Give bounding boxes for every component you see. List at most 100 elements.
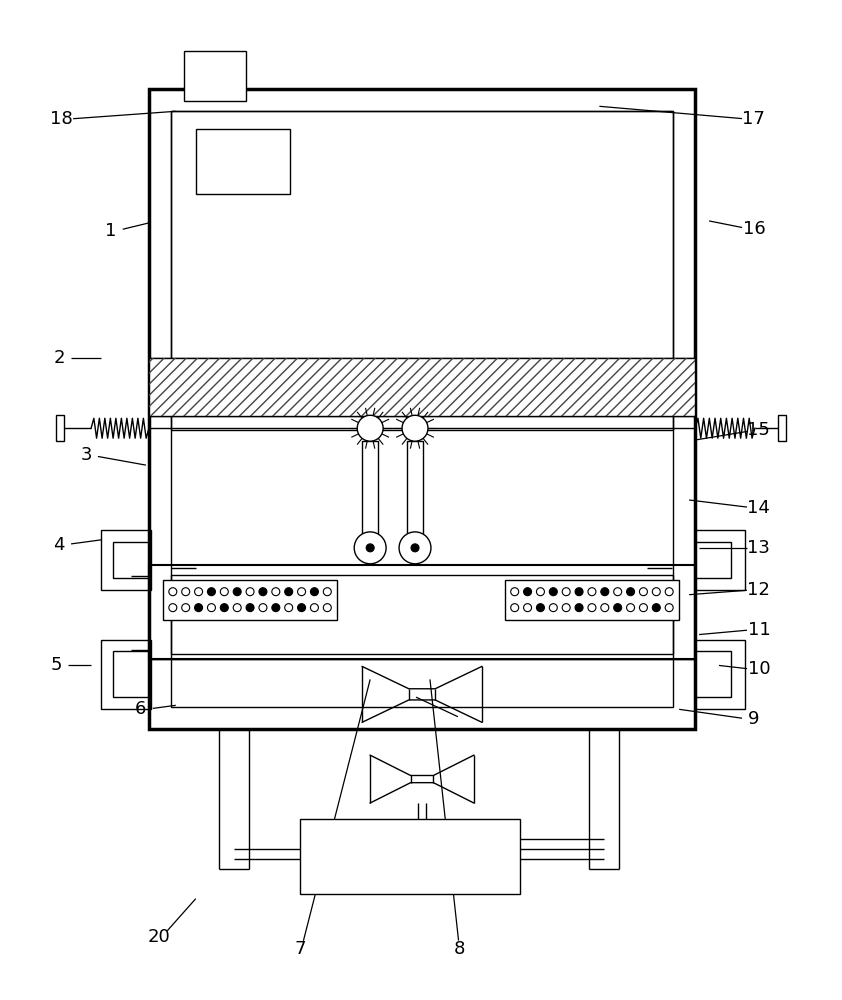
- Circle shape: [169, 588, 177, 596]
- Circle shape: [233, 588, 241, 596]
- Circle shape: [323, 588, 331, 596]
- Text: 3: 3: [80, 446, 92, 464]
- Text: 8: 8: [454, 940, 466, 958]
- Bar: [171, 111, 673, 430]
- Bar: [101, 640, 151, 709]
- Circle shape: [575, 604, 583, 612]
- Bar: [171, 111, 673, 707]
- Circle shape: [354, 532, 386, 564]
- Circle shape: [246, 588, 254, 596]
- Bar: [504, 580, 679, 620]
- Circle shape: [233, 604, 241, 612]
- Circle shape: [511, 588, 519, 596]
- Circle shape: [297, 604, 306, 612]
- Circle shape: [207, 588, 216, 596]
- Bar: [149, 659, 695, 729]
- Circle shape: [639, 588, 647, 596]
- Bar: [149, 358, 695, 416]
- Bar: [301, 819, 520, 894]
- Bar: [149, 89, 695, 729]
- Circle shape: [524, 604, 531, 612]
- Circle shape: [246, 604, 254, 612]
- Text: 16: 16: [743, 220, 765, 238]
- Text: 2: 2: [53, 349, 65, 367]
- Bar: [113, 542, 149, 578]
- Circle shape: [366, 544, 374, 552]
- Circle shape: [272, 604, 280, 612]
- Bar: [695, 651, 731, 697]
- Circle shape: [524, 588, 531, 596]
- Circle shape: [207, 604, 216, 612]
- Bar: [184, 51, 246, 101]
- Circle shape: [536, 588, 545, 596]
- Circle shape: [411, 544, 419, 552]
- Bar: [113, 651, 149, 697]
- Text: 10: 10: [748, 660, 770, 678]
- Circle shape: [182, 588, 189, 596]
- Text: 14: 14: [748, 499, 770, 517]
- Circle shape: [297, 588, 306, 596]
- Bar: [149, 358, 695, 416]
- Circle shape: [221, 604, 228, 612]
- Circle shape: [626, 588, 635, 596]
- Circle shape: [272, 588, 280, 596]
- Bar: [778, 415, 786, 441]
- Text: 20: 20: [147, 928, 170, 946]
- Bar: [407, 441, 423, 536]
- Text: 5: 5: [51, 656, 62, 674]
- Bar: [362, 441, 378, 536]
- Circle shape: [323, 604, 331, 612]
- Circle shape: [614, 588, 621, 596]
- Circle shape: [221, 588, 228, 596]
- Text: 4: 4: [53, 536, 65, 554]
- Circle shape: [653, 588, 660, 596]
- Bar: [56, 415, 64, 441]
- Circle shape: [182, 604, 189, 612]
- Circle shape: [285, 588, 293, 596]
- Bar: [171, 575, 673, 654]
- Bar: [101, 530, 151, 590]
- Bar: [695, 542, 731, 578]
- Circle shape: [626, 604, 635, 612]
- Circle shape: [665, 588, 673, 596]
- Text: 18: 18: [50, 110, 72, 128]
- Text: 13: 13: [748, 539, 770, 557]
- Circle shape: [399, 532, 431, 564]
- Circle shape: [169, 604, 177, 612]
- Circle shape: [549, 588, 557, 596]
- Bar: [695, 530, 745, 590]
- Bar: [163, 580, 338, 620]
- Circle shape: [588, 604, 596, 612]
- Circle shape: [285, 604, 293, 612]
- Bar: [695, 640, 745, 709]
- Circle shape: [311, 604, 318, 612]
- Circle shape: [195, 604, 203, 612]
- Text: 15: 15: [748, 421, 770, 439]
- Circle shape: [562, 604, 570, 612]
- Circle shape: [311, 588, 318, 596]
- Text: 9: 9: [749, 710, 759, 728]
- Text: 11: 11: [748, 621, 770, 639]
- Circle shape: [402, 415, 428, 441]
- Circle shape: [511, 604, 519, 612]
- Circle shape: [588, 588, 596, 596]
- Text: 1: 1: [105, 222, 117, 240]
- Circle shape: [536, 604, 545, 612]
- Circle shape: [575, 588, 583, 596]
- Circle shape: [653, 604, 660, 612]
- Circle shape: [614, 604, 621, 612]
- Bar: [149, 565, 695, 659]
- Circle shape: [601, 588, 609, 596]
- Circle shape: [639, 604, 647, 612]
- Text: 12: 12: [748, 581, 770, 599]
- Circle shape: [259, 604, 267, 612]
- Bar: [195, 129, 290, 194]
- Circle shape: [549, 604, 557, 612]
- Circle shape: [259, 588, 267, 596]
- Circle shape: [601, 604, 609, 612]
- Circle shape: [665, 604, 673, 612]
- Circle shape: [357, 415, 383, 441]
- Text: 17: 17: [743, 110, 765, 128]
- Text: 6: 6: [136, 700, 147, 718]
- Text: 7: 7: [295, 940, 306, 958]
